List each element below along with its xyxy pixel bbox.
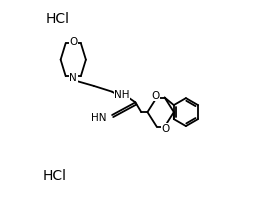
Text: NH: NH (114, 90, 130, 100)
Text: O: O (69, 37, 77, 47)
Text: HN: HN (91, 113, 106, 123)
Text: O: O (152, 91, 160, 101)
Text: O: O (161, 124, 170, 134)
Text: HCl: HCl (46, 12, 70, 26)
Text: N: N (69, 73, 77, 83)
Text: HCl: HCl (42, 169, 66, 183)
